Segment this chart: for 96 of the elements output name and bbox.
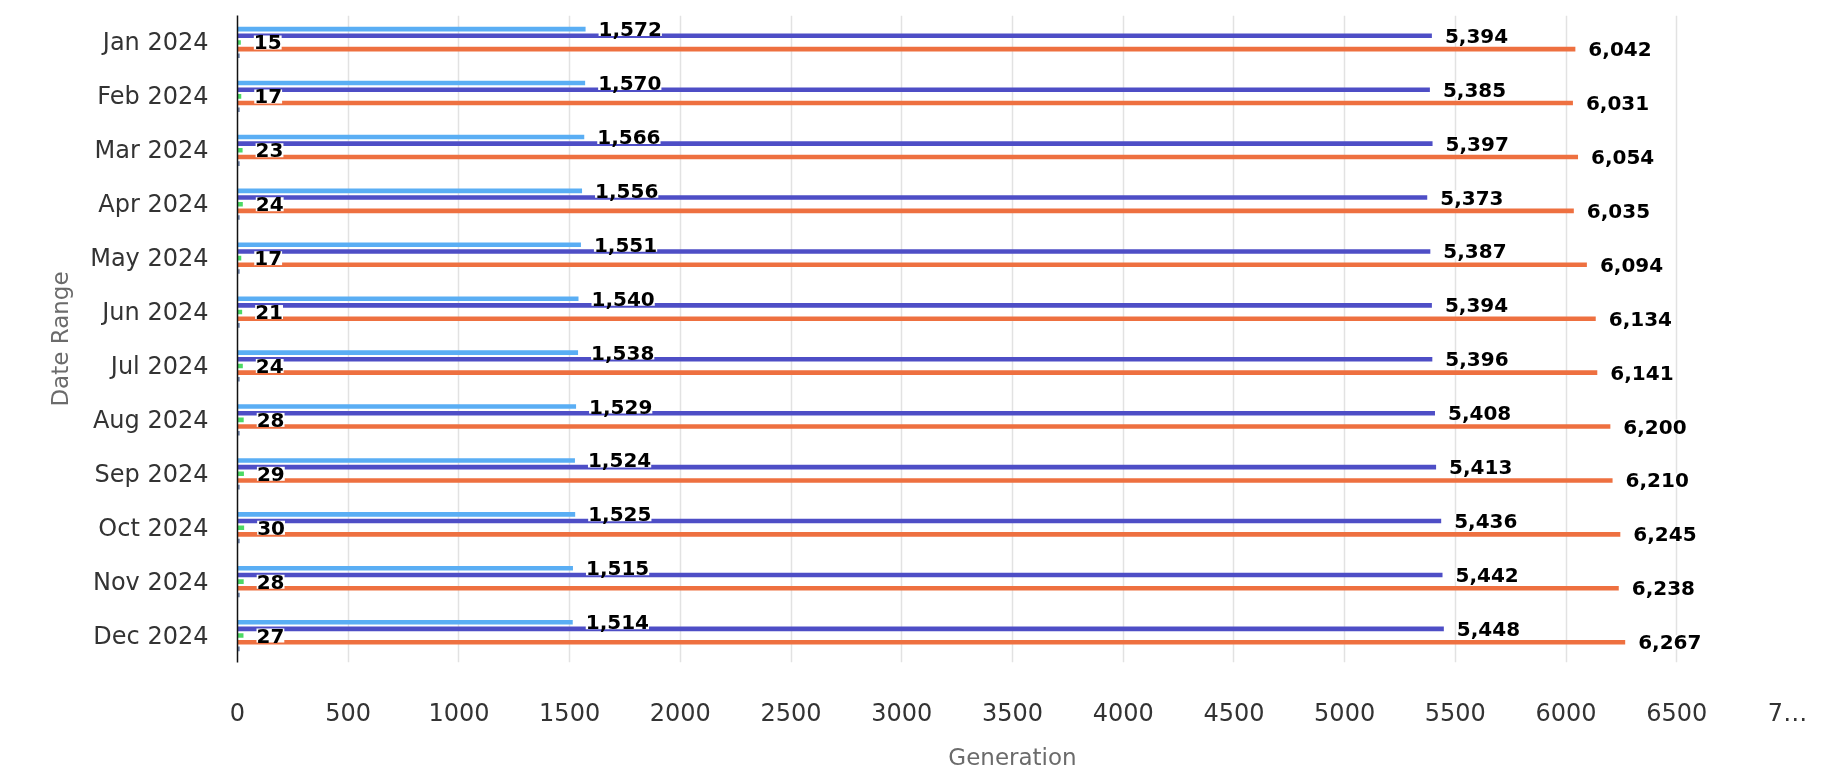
x-tick-label: 0 bbox=[229, 698, 246, 727]
data-label: 1,514 bbox=[585, 610, 650, 635]
data-label: 6,238 bbox=[1631, 576, 1696, 601]
x-tick-label: 2500 bbox=[760, 698, 822, 727]
x-tick-label: 3500 bbox=[981, 698, 1044, 727]
bar bbox=[237, 40, 241, 45]
data-label: 1,524 bbox=[587, 448, 652, 473]
bar bbox=[237, 269, 240, 274]
data-label: 1,525 bbox=[588, 502, 652, 527]
data-label: 23 bbox=[255, 138, 284, 163]
y-tick-label: Jun 2024 bbox=[100, 298, 209, 327]
bar bbox=[237, 525, 245, 530]
x-axis-title: Generation bbox=[948, 743, 1077, 770]
data-label: 6,245 bbox=[1633, 522, 1697, 547]
bar bbox=[237, 107, 240, 113]
data-label: 1,529 bbox=[589, 394, 653, 419]
bar bbox=[237, 404, 577, 409]
bar bbox=[237, 161, 240, 166]
data-label: 5,413 bbox=[1449, 455, 1513, 480]
data-label: 28 bbox=[256, 407, 285, 432]
bar bbox=[237, 430, 240, 436]
data-label: 5,394 bbox=[1444, 293, 1509, 318]
data-label: 28 bbox=[256, 569, 285, 594]
x-tick-label: 6500 bbox=[1646, 698, 1708, 727]
y-tick-label: Sep 2024 bbox=[94, 459, 209, 488]
y-tick-label: Feb 2024 bbox=[97, 82, 209, 111]
y-tick-label: Jan 2024 bbox=[100, 28, 209, 57]
data-label: 1,556 bbox=[595, 178, 659, 203]
data-label: 6,031 bbox=[1585, 91, 1650, 116]
data-label: 5,436 bbox=[1454, 509, 1518, 534]
data-label: 5,385 bbox=[1442, 77, 1507, 102]
bar bbox=[237, 512, 576, 517]
data-label: 24 bbox=[255, 192, 284, 217]
bar bbox=[237, 296, 579, 301]
bar bbox=[237, 458, 575, 463]
y-tick-label: Oct 2024 bbox=[98, 513, 209, 542]
data-label: 6,141 bbox=[1610, 360, 1674, 385]
data-label: 5,396 bbox=[1445, 347, 1509, 372]
data-label: 29 bbox=[256, 461, 285, 486]
bar bbox=[237, 323, 240, 328]
bar bbox=[237, 579, 244, 584]
data-label: 27 bbox=[256, 623, 285, 648]
data-label: 6,042 bbox=[1588, 37, 1652, 62]
data-label: 5,397 bbox=[1445, 131, 1509, 156]
data-label: 1,572 bbox=[598, 17, 662, 42]
data-label: 6,210 bbox=[1625, 468, 1689, 493]
data-label: 5,408 bbox=[1447, 401, 1512, 426]
x-tick-label: 1500 bbox=[539, 698, 601, 727]
y-tick-label: Mar 2024 bbox=[94, 136, 209, 165]
data-label: 6,267 bbox=[1638, 630, 1702, 655]
bar bbox=[237, 350, 579, 355]
x-tick-label: 7… bbox=[1767, 698, 1808, 727]
bar bbox=[237, 377, 240, 382]
data-label: 6,054 bbox=[1591, 144, 1655, 169]
data-label: 17 bbox=[254, 84, 283, 109]
x-tick-label: 5500 bbox=[1424, 698, 1486, 727]
x-tick-label: 500 bbox=[325, 698, 372, 727]
data-label: 6,200 bbox=[1623, 414, 1687, 439]
data-label: 1,515 bbox=[585, 556, 650, 581]
data-label: 6,035 bbox=[1586, 198, 1651, 223]
y-axis-title: Date Range bbox=[47, 271, 74, 407]
data-label: 1,570 bbox=[598, 71, 662, 95]
data-label: 6,134 bbox=[1608, 306, 1673, 331]
data-label: 1,538 bbox=[591, 340, 655, 365]
y-tick-label: May 2024 bbox=[90, 244, 209, 273]
data-label: 30 bbox=[257, 515, 285, 540]
data-label: 24 bbox=[255, 353, 284, 378]
data-label: 5,373 bbox=[1440, 185, 1504, 210]
y-tick-label: Apr 2024 bbox=[98, 190, 209, 219]
data-label: 5,387 bbox=[1443, 239, 1507, 264]
data-label: 1,566 bbox=[597, 124, 661, 149]
y-tick-label: Jul 2024 bbox=[108, 351, 209, 380]
x-tick-label: 2000 bbox=[649, 698, 711, 727]
x-tick-label: 3000 bbox=[871, 698, 933, 727]
bar bbox=[237, 148, 243, 153]
y-tick-label: Nov 2024 bbox=[92, 567, 209, 596]
data-label: 17 bbox=[254, 246, 283, 271]
data-label: 21 bbox=[255, 300, 283, 325]
data-label: 6,094 bbox=[1599, 252, 1664, 277]
x-tick-label: 4500 bbox=[1203, 698, 1265, 727]
x-tick-label: 5000 bbox=[1314, 698, 1376, 727]
data-label: 5,442 bbox=[1455, 562, 1519, 587]
data-label: 15 bbox=[253, 30, 282, 55]
data-label: 1,540 bbox=[591, 286, 655, 311]
x-tick-label: 4000 bbox=[1092, 698, 1154, 727]
bar bbox=[237, 633, 244, 638]
bar bbox=[237, 215, 240, 220]
bar bbox=[237, 242, 581, 248]
data-label: 5,394 bbox=[1444, 23, 1509, 48]
y-tick-label: Aug 2024 bbox=[92, 405, 209, 434]
bar bbox=[237, 565, 573, 571]
x-tick-label: 6000 bbox=[1535, 698, 1597, 727]
x-tick-label: 1000 bbox=[428, 698, 490, 727]
y-tick-label: Dec 2024 bbox=[93, 621, 209, 650]
data-label: 5,448 bbox=[1456, 616, 1521, 641]
data-label: 1,551 bbox=[593, 232, 658, 257]
